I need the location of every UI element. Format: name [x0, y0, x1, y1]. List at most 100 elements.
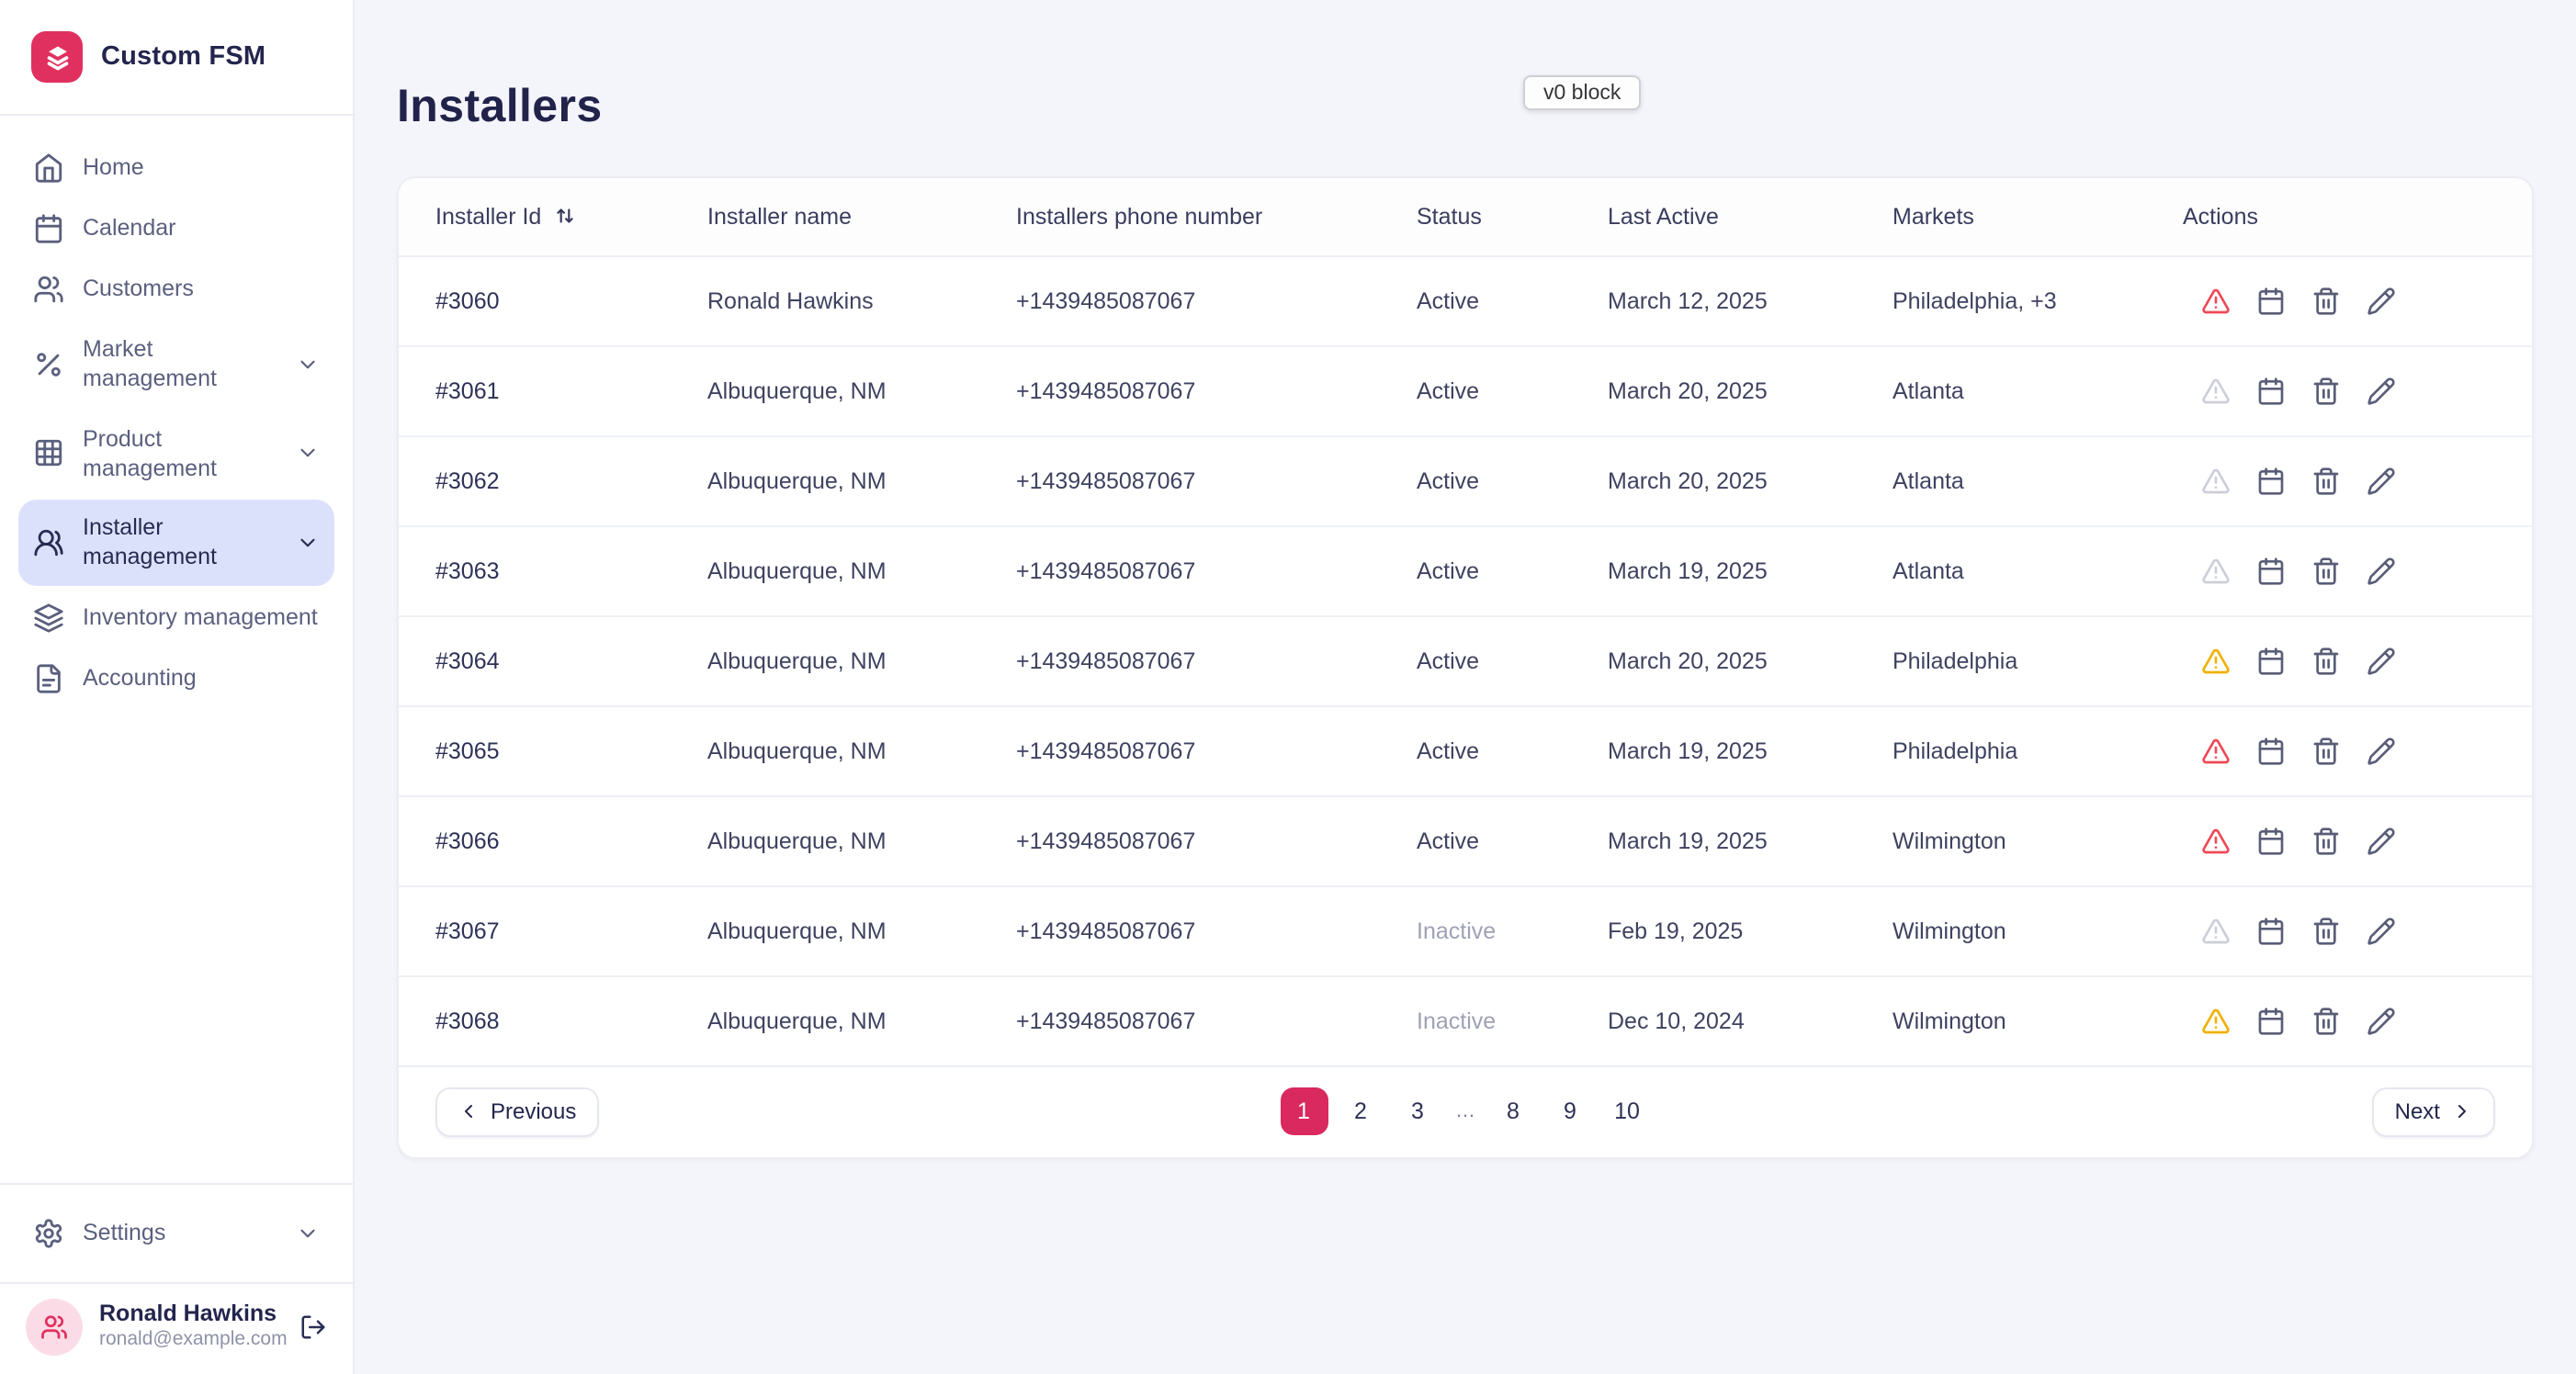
table-row: #3068 Albuquerque, NM +1439485087067 Ina…: [399, 977, 2532, 1065]
actions-cell: [2183, 1007, 2532, 1036]
page-title: Installers: [397, 80, 603, 132]
installer-id-cell: #3065: [435, 738, 500, 764]
trash-icon[interactable]: [2311, 1007, 2341, 1036]
pencil-icon[interactable]: [2367, 917, 2396, 946]
calendar-icon[interactable]: [2256, 917, 2286, 946]
column-header-status: Status: [1417, 203, 1482, 230]
sort-arrows-icon[interactable]: [552, 205, 576, 229]
markets-cell: Atlanta: [1892, 467, 1964, 494]
sidebar-item-accounting[interactable]: Accounting: [18, 649, 334, 706]
sidebar-item-inventory-management[interactable]: Inventory management: [18, 589, 334, 646]
markets-cell: Philadelphia: [1892, 738, 2018, 764]
installer-name-cell: Albuquerque, NM: [707, 557, 887, 584]
alert-triangle-icon[interactable]: [2201, 1007, 2231, 1036]
pencil-icon[interactable]: [2367, 1007, 2396, 1036]
installer-id-cell: #3061: [435, 377, 500, 404]
installer-name-cell: Albuquerque, NM: [707, 1008, 887, 1034]
calendar-icon[interactable]: [2256, 467, 2286, 496]
page-number[interactable]: 10: [1614, 1098, 1640, 1125]
logout-icon[interactable]: [299, 1313, 327, 1341]
sidebar-item-market-management[interactable]: Market management: [18, 321, 334, 407]
page-number[interactable]: 2: [1354, 1098, 1367, 1125]
trash-icon[interactable]: [2311, 467, 2341, 496]
alert-triangle-icon[interactable]: [2201, 287, 2231, 316]
sidebar-item-installer-management[interactable]: Installer management: [18, 500, 334, 585]
pencil-icon[interactable]: [2367, 827, 2396, 856]
sidebar-item-calendar[interactable]: Calendar: [18, 200, 334, 257]
trash-icon[interactable]: [2311, 557, 2341, 586]
alert-triangle-icon[interactable]: [2201, 737, 2231, 766]
trash-icon[interactable]: [2311, 377, 2341, 406]
table-row: #3066 Albuquerque, NM +1439485087067 Act…: [399, 797, 2532, 887]
alert-triangle-icon[interactable]: [2201, 377, 2231, 406]
table-row: #3060 Ronald Hawkins +1439485087067 Acti…: [399, 257, 2532, 347]
last-active-cell: March 19, 2025: [1608, 557, 1768, 584]
calendar-icon[interactable]: [2256, 737, 2286, 766]
column-header-installer-id[interactable]: Installer Id: [435, 204, 707, 230]
markets-cell: Atlanta: [1892, 377, 1964, 404]
trash-icon[interactable]: [2311, 917, 2341, 946]
file-text-icon: [33, 662, 64, 693]
alert-triangle-icon[interactable]: [2201, 647, 2231, 676]
pencil-icon[interactable]: [2367, 467, 2396, 496]
users-round-icon: [33, 527, 64, 558]
sidebar-item-label: Inventory management: [83, 603, 318, 630]
chevron-right-icon: [2451, 1101, 2473, 1123]
pencil-icon[interactable]: [2367, 287, 2396, 316]
calendar-icon: [33, 213, 64, 244]
sidebar: Custom FSM Home Calendar Customers Marke…: [0, 0, 355, 1374]
calendar-icon[interactable]: [2256, 287, 2286, 316]
trash-icon[interactable]: [2311, 647, 2341, 676]
calendar-icon[interactable]: [2256, 647, 2286, 676]
markets-cell: Wilmington: [1892, 1008, 2006, 1034]
sidebar-item-label: Home: [83, 154, 144, 181]
calendar-icon[interactable]: [2256, 557, 2286, 586]
calendar-icon[interactable]: [2256, 1007, 2286, 1036]
v0-block-tooltip: v0 block: [1523, 75, 1642, 110]
last-active-cell: Dec 10, 2024: [1608, 1008, 1745, 1034]
calendar-icon[interactable]: [2256, 377, 2286, 406]
page-number[interactable]: 9: [1564, 1098, 1576, 1125]
alert-triangle-icon[interactable]: [2201, 917, 2231, 946]
sidebar-item-customers[interactable]: Customers: [18, 261, 334, 318]
trash-icon[interactable]: [2311, 737, 2341, 766]
table-header-row: Installer Id Installer name Installers p…: [399, 177, 2532, 257]
home-icon: [33, 152, 64, 184]
trash-icon[interactable]: [2311, 287, 2341, 316]
pencil-icon[interactable]: [2367, 377, 2396, 406]
table-row: #3061 Albuquerque, NM +1439485087067 Act…: [399, 347, 2532, 437]
alert-triangle-icon[interactable]: [2201, 467, 2231, 496]
alert-triangle-icon[interactable]: [2201, 557, 2231, 586]
sidebar-item-settings[interactable]: Settings: [18, 1205, 334, 1262]
previous-button[interactable]: Previous: [435, 1087, 599, 1137]
page-number[interactable]: 3: [1411, 1098, 1424, 1125]
last-active-cell: March 19, 2025: [1608, 738, 1768, 764]
markets-cell: Wilmington: [1892, 828, 2006, 854]
column-header-installer-name: Installer name: [707, 203, 853, 230]
actions-cell: [2183, 647, 2532, 676]
table-row: #3065 Albuquerque, NM +1439485087067 Act…: [399, 707, 2532, 797]
pencil-icon[interactable]: [2367, 737, 2396, 766]
column-header-label: Installer Id: [435, 203, 542, 230]
installer-id-cell: #3060: [435, 287, 500, 314]
status-cell: Active: [1417, 467, 1480, 494]
calendar-icon[interactable]: [2256, 827, 2286, 856]
pencil-icon[interactable]: [2367, 647, 2396, 676]
sidebar-item-home[interactable]: Home: [18, 140, 334, 197]
status-cell: Active: [1417, 377, 1480, 404]
page-number[interactable]: 1: [1280, 1087, 1328, 1136]
installer-phone-cell: +1439485087067: [1016, 828, 1196, 854]
status-cell: Active: [1417, 738, 1480, 764]
alert-triangle-icon[interactable]: [2201, 827, 2231, 856]
sidebar-item-label: Customers: [83, 276, 194, 302]
pencil-icon[interactable]: [2367, 557, 2396, 586]
trash-icon[interactable]: [2311, 827, 2341, 856]
page-number[interactable]: 8: [1507, 1098, 1520, 1125]
installer-id-cell: #3066: [435, 828, 500, 854]
next-button[interactable]: Next: [2372, 1087, 2495, 1137]
markets-cell: Atlanta: [1892, 557, 1964, 584]
sidebar-item-product-management[interactable]: Product management: [18, 411, 334, 496]
markets-cell: Wilmington: [1892, 918, 2006, 944]
installer-phone-cell: +1439485087067: [1016, 918, 1196, 944]
